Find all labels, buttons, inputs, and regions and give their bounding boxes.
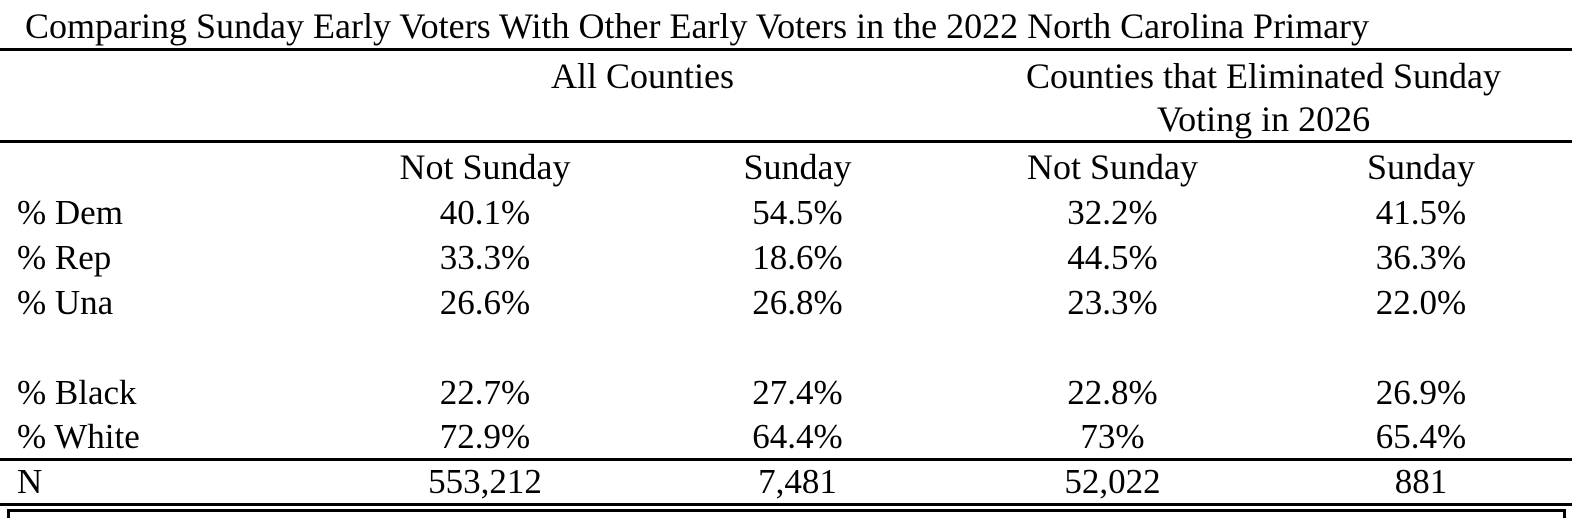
row-label: % Una bbox=[17, 283, 114, 322]
value-cell: 553,212 bbox=[428, 462, 542, 501]
col-header-sunday-eliminated: Sunday bbox=[1367, 147, 1475, 187]
value-cell: 22.8% bbox=[1067, 373, 1158, 412]
group-header-eliminated-sunday: Counties that Eliminated Sunday Voting i… bbox=[955, 55, 1572, 141]
row-label: N bbox=[17, 462, 43, 501]
value-cell: 27.4% bbox=[752, 373, 843, 412]
row-spacer bbox=[0, 325, 1572, 370]
column-header-row: Not Sunday Sunday Not Sunday Sunday bbox=[0, 143, 1572, 190]
value-cell: 52,022 bbox=[1064, 462, 1161, 501]
row-label: % White bbox=[17, 417, 140, 456]
column-header-spacer bbox=[0, 143, 330, 190]
value-cell: 33.3% bbox=[439, 238, 531, 277]
row-pct-black: % Black 22.7% 27.4% 22.8% 26.9% bbox=[0, 370, 1572, 415]
col-header-not-sunday-all: Not Sunday bbox=[399, 147, 571, 187]
row-pct-dem: % Dem 40.1% 54.5% 32.2% 41.5% bbox=[0, 190, 1572, 235]
row-label: % Rep bbox=[17, 238, 112, 277]
group-header-row: All Counties Counties that Eliminated Su… bbox=[0, 51, 1572, 143]
value-cell: 26.8% bbox=[752, 283, 843, 322]
value-cell: 32.2% bbox=[1067, 193, 1158, 232]
value-cell: 65.4% bbox=[1375, 417, 1467, 456]
group-header-eliminated-sunday-label: Counties that Eliminated Sunday Voting i… bbox=[1026, 56, 1501, 139]
row-pct-white: % White 72.9% 64.4% 73% 65.4% bbox=[0, 415, 1572, 461]
value-cell: 23.3% bbox=[1067, 283, 1158, 322]
group-header-all-counties-label: All Counties bbox=[550, 56, 734, 96]
value-cell: 881 bbox=[1394, 462, 1448, 501]
col-header-not-sunday-eliminated: Not Sunday bbox=[1027, 147, 1198, 187]
row-n-total: N 553,212 7,481 52,022 881 bbox=[0, 461, 1572, 506]
value-cell: 64.4% bbox=[752, 417, 843, 456]
value-cell: 72.9% bbox=[439, 417, 531, 456]
value-cell: 40.1% bbox=[439, 193, 531, 232]
value-cell: 26.9% bbox=[1375, 373, 1467, 412]
group-header-all-counties: All Counties bbox=[330, 55, 955, 141]
value-cell: 41.5% bbox=[1375, 193, 1467, 232]
row-label: % Black bbox=[17, 373, 137, 412]
value-cell: 54.5% bbox=[752, 193, 843, 232]
value-cell: 22.0% bbox=[1375, 283, 1467, 322]
col-header-sunday-all: Sunday bbox=[743, 147, 852, 187]
value-cell: 36.3% bbox=[1375, 238, 1467, 277]
table-title: Comparing Sunday Early Voters With Other… bbox=[0, 0, 1572, 51]
group-header-spacer bbox=[0, 55, 330, 141]
value-cell: 26.6% bbox=[439, 283, 531, 322]
value-cell: 18.6% bbox=[752, 238, 843, 277]
value-cell: 7,481 bbox=[758, 462, 837, 501]
row-label: % Dem bbox=[17, 193, 123, 232]
value-cell: 73% bbox=[1080, 417, 1145, 456]
value-cell: 22.7% bbox=[439, 373, 531, 412]
row-pct-rep: % Rep 33.3% 18.6% 44.5% 36.3% bbox=[0, 235, 1572, 280]
row-pct-una: % Una 26.6% 26.8% 23.3% 22.0% bbox=[0, 280, 1572, 325]
value-cell: 44.5% bbox=[1067, 238, 1158, 277]
notes-box-cropped bbox=[7, 509, 1566, 518]
